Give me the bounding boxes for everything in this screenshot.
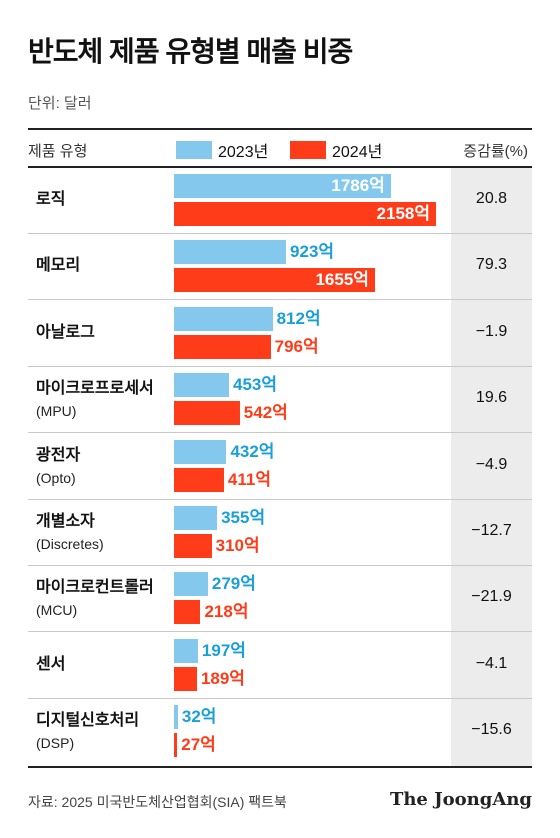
bar-2024 (174, 600, 201, 625)
bar-value-label-2023: 279억 (211, 574, 256, 594)
row-divider (28, 233, 532, 234)
category-label: 센서 (36, 655, 66, 673)
category-sublabel: (Opto) (36, 469, 76, 486)
header-category: 제품 유형 (28, 143, 88, 160)
bar-2024 (174, 733, 178, 758)
row-divider (28, 631, 532, 633)
category-label: 마이크로컨트롤러 (36, 579, 154, 597)
change-rate-value: 79.3 (475, 256, 508, 274)
change-rate-value: −4.1 (475, 654, 508, 672)
bar-value-label-2023: 923억 (290, 242, 335, 262)
table-row: 아날로그 812억 796억 −1.9 (28, 301, 532, 367)
legend-swatch-2023 (176, 141, 212, 159)
bar-value-label-2023: 1786억 (331, 176, 385, 195)
table-header: 제품 유형 2023년 2024년 증감률(%) (28, 134, 532, 166)
bar-2024 (174, 202, 436, 226)
legend-2024: 2024년 (290, 138, 382, 162)
bar-2023 (174, 439, 227, 464)
legend-label-2024: 2024년 (332, 144, 383, 161)
bar-2023 (174, 572, 208, 597)
bar-value-label-2023: 32억 (181, 707, 217, 727)
category-label: 로직 (36, 191, 66, 208)
bar-2023 (174, 705, 178, 730)
category-sublabel: (DSP) (36, 735, 75, 752)
bar-2024 (174, 401, 240, 426)
bar-value-label-2024: 542억 (243, 403, 288, 423)
change-rate-value: −12.7 (471, 522, 512, 539)
bar-2023 (174, 174, 391, 198)
bar-2023 (174, 638, 198, 663)
change-rate-value: −21.9 (471, 588, 512, 606)
bar-2023 (174, 306, 273, 331)
bar-2024 (174, 467, 224, 492)
bottom-rule (28, 766, 532, 768)
header-bottom-rule (28, 166, 532, 168)
row-divider (28, 432, 532, 434)
category-sublabel: (MCU) (36, 602, 78, 619)
row-divider (28, 498, 532, 500)
category-label: 마이크로프로세서 (36, 380, 154, 398)
table-row: 광전자 (Opto) 432억 411억 −4.9 (28, 434, 532, 500)
bar-value-label-2024: 2158억 (376, 204, 430, 223)
row-divider (28, 299, 532, 301)
bar-value-label-2024: 189억 (200, 668, 245, 688)
category-label: 디지털신호처리 (36, 712, 140, 730)
category-sublabel: (Discretes) (36, 536, 104, 552)
legend-swatch-2024 (290, 141, 326, 159)
bar-value-label-2023: 453억 (232, 375, 277, 395)
change-rate-value: −15.6 (471, 721, 512, 739)
change-rate-value: 19.6 (475, 389, 508, 407)
table-row: 개별소자 (Discretes) 355억 310억 −12.7 (28, 500, 532, 566)
bar-2023 (174, 373, 229, 398)
row-divider (28, 697, 532, 699)
bar-value-label-2024: 1655억 (315, 270, 369, 290)
change-rate-value: 20.8 (475, 190, 508, 207)
bar-value-label-2024: 218억 (204, 602, 249, 622)
table-row: 메모리 923억 1655억 79.3 (28, 234, 532, 301)
bar-2024 (174, 534, 212, 558)
bar-2023 (174, 240, 287, 265)
category-label: 메모리 (36, 257, 81, 275)
table-row: 디지털신호처리 (DSP) 32억 27억 −15.6 (28, 699, 532, 765)
legend-2023: 2023년 (176, 138, 268, 162)
source-note: 자료: 2025 미국반도체산업협회(SIA) 팩트북 (28, 794, 287, 810)
row-divider (28, 365, 532, 367)
bar-value-label-2023: 812억 (276, 308, 321, 328)
bar-value-label-2024: 310억 (215, 536, 260, 555)
bar-2024 (174, 268, 375, 293)
header-top-rule (28, 128, 532, 130)
table-row: 마이크로프로세서 (MPU) 453억 542억 19.6 (28, 367, 532, 434)
brand-logo: The JoongAng (389, 789, 532, 810)
category-label: 아날로그 (36, 323, 95, 341)
category-label: 개별소자 (36, 513, 95, 530)
chart-title: 반도체 제품 유형별 매출 비중 (28, 36, 353, 67)
change-rate-value: −1.9 (475, 322, 508, 340)
header-change-rate: 증감률(%) (463, 143, 528, 160)
row-divider (28, 565, 532, 566)
change-column-background (451, 168, 532, 766)
table-row: 마이크로컨트롤러 (MCU) 279억 218억 −21.9 (28, 566, 532, 633)
legend-label-2023: 2023년 (218, 144, 269, 161)
bar-value-label-2023: 355억 (221, 508, 266, 527)
bar-value-label-2023: 197억 (201, 640, 246, 660)
change-rate-value: −4.9 (475, 455, 508, 473)
bar-value-label-2024: 411억 (227, 469, 271, 489)
table-row: 센서 197억 189억 −4.1 (28, 633, 532, 699)
bar-value-label-2024: 796억 (274, 336, 319, 356)
bar-value-label-2023: 432억 (230, 441, 275, 461)
bar-2024 (174, 334, 271, 359)
category-label: 광전자 (36, 446, 81, 464)
bar-2023 (174, 506, 218, 530)
bar-value-label-2024: 27억 (181, 735, 216, 755)
unit-label: 단위: 달러 (28, 95, 92, 112)
category-sublabel: (MPU) (36, 403, 77, 420)
table-row: 로직 1786억 2158억 20.8 (28, 168, 532, 234)
bar-2024 (174, 666, 197, 691)
